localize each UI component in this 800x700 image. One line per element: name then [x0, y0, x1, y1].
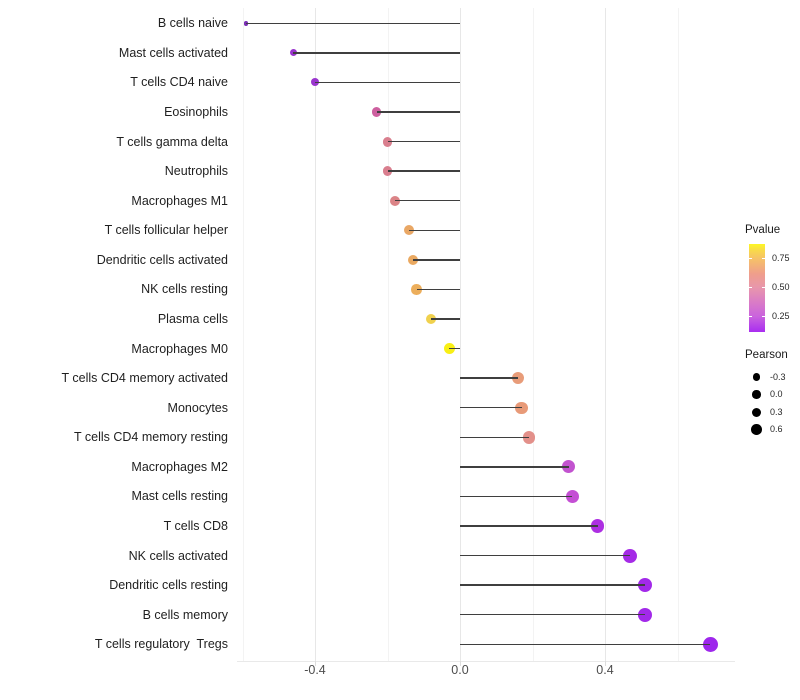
- y-axis-label: T cells regulatory Tregs: [94, 637, 228, 652]
- y-axis-label: Mast cells activated: [118, 45, 228, 60]
- y-axis-label: NK cells activated: [128, 548, 228, 563]
- lollipop-stem: [460, 406, 522, 409]
- y-axis-label: Mast cells resting: [131, 489, 228, 504]
- y-axis-label: Macrophages M2: [131, 459, 228, 474]
- lollipop-stem: [376, 111, 460, 113]
- y-axis-label: B cells naive: [157, 16, 228, 31]
- lollipop-stem: [449, 347, 460, 350]
- gridline-major: [460, 8, 461, 661]
- y-axis-label: T cells CD8: [163, 519, 228, 533]
- y-axis-label: Dendritic cells resting: [109, 578, 228, 593]
- pvalue-bar-tick: [749, 258, 752, 259]
- pearson-legend-dot: [752, 373, 761, 381]
- pvalue-bar-tick: [762, 316, 765, 317]
- lollipop-stem: [460, 466, 569, 468]
- lollipop-stem: [315, 81, 460, 84]
- lollipop-dot: [371, 107, 382, 117]
- pvalue-bar-tick: [749, 316, 752, 317]
- lollipop-dot: [443, 343, 455, 355]
- pvalue-tick-label: 0.50: [772, 281, 790, 292]
- lollipop-stem: [460, 495, 573, 498]
- lollipop-stem: [460, 525, 598, 527]
- y-axis-label: Plasma cells: [157, 312, 228, 326]
- pvalue-bar-tick: [762, 258, 765, 259]
- lollipop-dot: [289, 49, 297, 57]
- gridline-minor: [677, 8, 679, 661]
- lollipop-dot: [411, 284, 422, 295]
- lollipop-stem: [387, 170, 460, 172]
- gridline-major: [605, 8, 606, 661]
- lollipop-dot: [243, 21, 249, 26]
- lollipop-dot: [407, 254, 419, 266]
- lollipop-dot: [382, 166, 393, 177]
- lollipop-stem: [460, 613, 645, 616]
- y-axis-label: Dendritic cells activated: [96, 252, 228, 267]
- x-axis-tick: [605, 661, 606, 666]
- pvalue-bar-tick: [762, 287, 765, 288]
- lollipop-stem: [431, 318, 460, 320]
- pearson-legend-dot: [752, 390, 761, 399]
- x-axis-tick: [315, 661, 316, 666]
- y-axis-label: B cells memory: [142, 607, 228, 622]
- y-axis-label: T cells CD4 naive: [130, 75, 228, 90]
- lollipop-dot: [404, 225, 415, 236]
- pvalue-legend-title: Pvalue: [745, 224, 781, 236]
- pearson-legend-label: -0.3: [770, 371, 786, 382]
- gridline-minor: [242, 8, 244, 661]
- pearson-legend-label: 0.3: [770, 406, 783, 417]
- y-axis-label: T cells CD4 memory activated: [61, 371, 229, 386]
- x-axis-tick: [460, 661, 461, 666]
- pearson-legend-title: Pearson: [745, 349, 788, 361]
- lollipop-stem: [246, 22, 460, 25]
- y-axis-label: Macrophages M0: [131, 341, 228, 356]
- y-axis-label: Monocytes: [167, 400, 228, 415]
- plot-panel: [237, 8, 735, 666]
- lollipop-stem: [416, 288, 460, 291]
- pvalue-legend: Pvalue 0.75 0.50 0.25: [745, 224, 800, 332]
- y-axis-label: Neutrophils: [164, 164, 228, 179]
- gridline-major: [315, 8, 316, 661]
- lollipop-stem: [460, 377, 518, 379]
- pvalue-bar-tick: [749, 287, 752, 288]
- x-tick-label: -0.4: [304, 663, 326, 677]
- lollipop-stem: [460, 643, 711, 646]
- lollipop-stem: [394, 199, 460, 202]
- x-tick-label: 0.4: [596, 663, 614, 677]
- lollipop-dot: [425, 313, 437, 325]
- lollipop-stem: [412, 259, 460, 261]
- lollipop-dot: [310, 78, 319, 87]
- lollipop-stem: [387, 140, 460, 143]
- y-axis-label: T cells follicular helper: [104, 223, 228, 238]
- lollipop-stem: [409, 229, 460, 232]
- lollipop-stem: [460, 436, 529, 439]
- pvalue-tick-label: 0.75: [772, 252, 790, 263]
- lollipop-dot: [389, 195, 400, 206]
- pearson-legend-dot: [751, 407, 762, 417]
- lollipop-dot: [382, 136, 393, 147]
- y-axis-label: Macrophages M1: [131, 193, 228, 208]
- pvalue-tick-label: 0.25: [772, 310, 790, 321]
- gridline-minor: [532, 8, 534, 661]
- y-axis-label: T cells CD4 memory resting: [74, 430, 228, 445]
- pvalue-gradient-bar: [749, 244, 765, 332]
- lollipop-stem: [460, 554, 631, 557]
- x-tick-label: 0.0: [451, 663, 469, 677]
- y-axis-label: Eosinophils: [164, 105, 228, 119]
- pearson-legend-dot: [751, 424, 762, 436]
- gridline-minor: [387, 8, 389, 661]
- y-axis-label: T cells gamma delta: [116, 134, 228, 149]
- lollipop-stem: [293, 52, 460, 54]
- lollipop-stem: [460, 584, 645, 586]
- pearson-legend-label: 0.6: [770, 424, 783, 435]
- pearson-legend: Pearson -0.3 0.0 0.3 0.6: [745, 349, 800, 449]
- pearson-legend-label: 0.0: [770, 389, 783, 400]
- y-axis-label: NK cells resting: [141, 282, 228, 297]
